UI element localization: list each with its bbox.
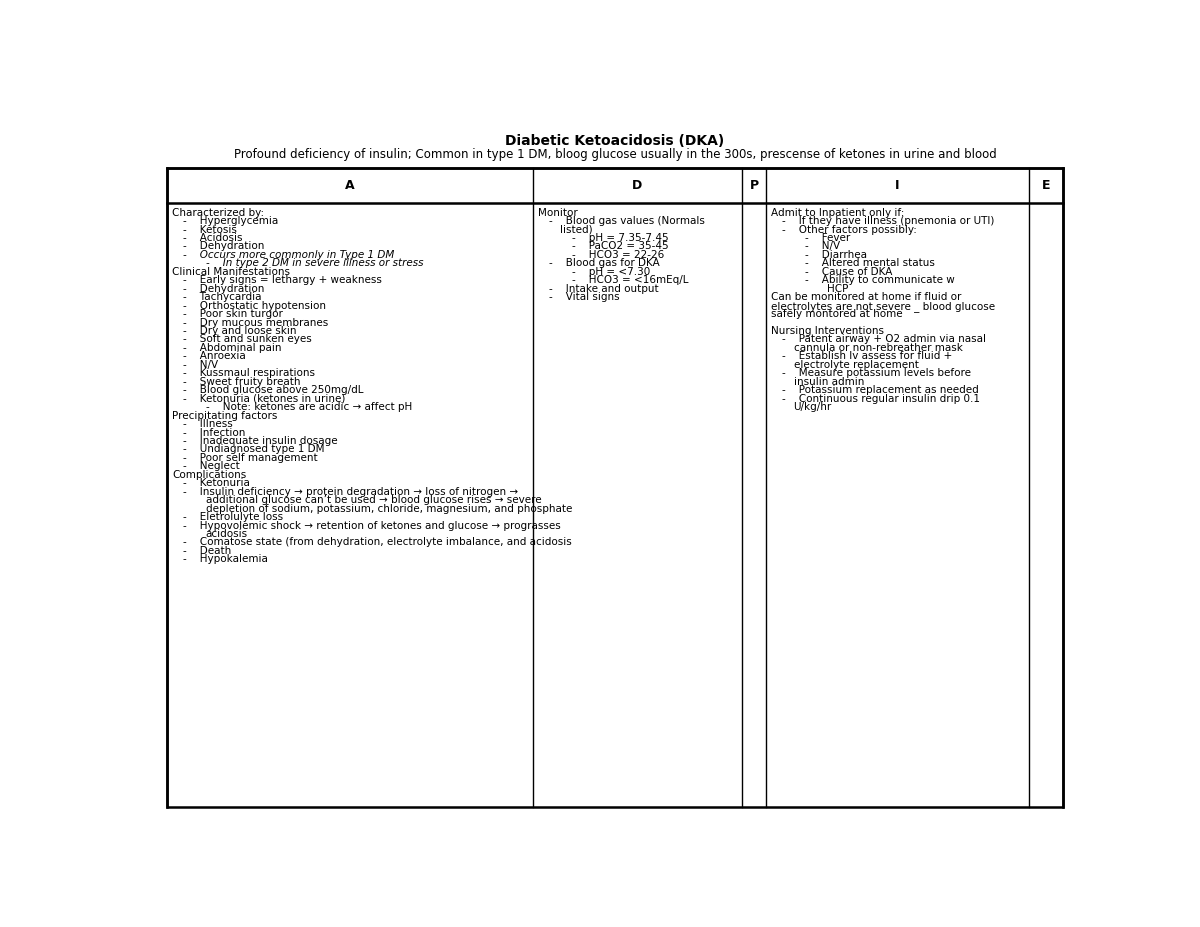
Text: -    Dry and loose skin: - Dry and loose skin bbox=[184, 326, 296, 336]
Text: -    pH = 7.35-7.45: - pH = 7.35-7.45 bbox=[571, 233, 668, 243]
Text: -    Orthostatic hypotension: - Orthostatic hypotension bbox=[184, 300, 326, 311]
Text: -    Sweet fruity breath: - Sweet fruity breath bbox=[184, 376, 301, 387]
Text: -    Establish Iv assess for fluid +: - Establish Iv assess for fluid + bbox=[782, 351, 953, 362]
Text: electrolytes are not severe _ blood glucose: electrolytes are not severe _ blood gluc… bbox=[772, 300, 995, 311]
Text: -    If they have illness (pnemonia or UTI): - If they have illness (pnemonia or UTI) bbox=[782, 216, 995, 226]
Text: -    Other factors possibly:: - Other factors possibly: bbox=[782, 224, 917, 235]
Text: -    Dehydration: - Dehydration bbox=[184, 241, 265, 251]
Text: -    Poor self management: - Poor self management bbox=[184, 453, 318, 463]
Text: -    HCO3 = 22-26: - HCO3 = 22-26 bbox=[571, 250, 664, 260]
Text: Profound deficiency of insulin; Common in type 1 DM, bloog glucose usually in th: Profound deficiency of insulin; Common i… bbox=[234, 148, 996, 161]
Text: -    In type 2 DM in severe illness or stress: - In type 2 DM in severe illness or stre… bbox=[206, 259, 424, 268]
Text: additional glucose can’t be used → blood glucose rises → severe: additional glucose can’t be used → blood… bbox=[206, 495, 541, 505]
Text: -    Hypovolemic shock → retention of ketones and glucose → prograsses: - Hypovolemic shock → retention of keton… bbox=[184, 521, 562, 530]
Text: cannula or non-rebreather mask: cannula or non-rebreather mask bbox=[793, 343, 962, 353]
Text: -    Death: - Death bbox=[184, 546, 232, 556]
Text: I: I bbox=[895, 179, 900, 192]
Text: Monitor: Monitor bbox=[538, 208, 578, 218]
Text: -    Ability to communicate w: - Ability to communicate w bbox=[805, 275, 954, 286]
Text: electrolyte replacement: electrolyte replacement bbox=[793, 360, 918, 370]
Text: Characterized by:: Characterized by: bbox=[173, 208, 264, 218]
Text: -    Ketonuria: - Ketonuria bbox=[184, 478, 251, 489]
Text: safely montored at home: safely montored at home bbox=[772, 309, 902, 319]
Text: Precipitating factors: Precipitating factors bbox=[173, 411, 277, 421]
Text: depletion of sodium, potassium, chloride, magnesium, and phosphate: depletion of sodium, potassium, chloride… bbox=[206, 503, 572, 514]
Text: -    Poor skin turgor: - Poor skin turgor bbox=[184, 309, 283, 319]
Text: -    Blood glucose above 250mg/dL: - Blood glucose above 250mg/dL bbox=[184, 386, 364, 395]
Text: -    Early signs = lethargy + weakness: - Early signs = lethargy + weakness bbox=[184, 275, 383, 286]
Text: -    Hypokalemia: - Hypokalemia bbox=[184, 554, 269, 565]
Text: listed): listed) bbox=[560, 224, 593, 235]
Text: -    Insulin deficiency → protein degradation → loss of nitrogen →: - Insulin deficiency → protein degradati… bbox=[184, 487, 518, 497]
Text: -    N/V: - N/V bbox=[184, 360, 218, 370]
Text: -    Soft and sunken eyes: - Soft and sunken eyes bbox=[184, 335, 312, 345]
Text: Complications: Complications bbox=[173, 470, 246, 480]
Text: -    Blood gas for DKA: - Blood gas for DKA bbox=[550, 259, 660, 268]
Text: U/kg/hr: U/kg/hr bbox=[793, 402, 832, 413]
Text: -    Dehydration: - Dehydration bbox=[184, 284, 265, 294]
Text: -    Measure potassium levels before: - Measure potassium levels before bbox=[782, 368, 971, 378]
Text: -    pH = <7.30: - pH = <7.30 bbox=[571, 267, 650, 277]
Text: -    Acidosis: - Acidosis bbox=[184, 233, 242, 243]
Text: A: A bbox=[344, 179, 354, 192]
Text: Diabetic Ketoacidosis (DKA): Diabetic Ketoacidosis (DKA) bbox=[505, 134, 725, 148]
Text: -    Fever: - Fever bbox=[805, 233, 850, 243]
Text: -    Infection: - Infection bbox=[184, 427, 246, 438]
Text: -    Dry mucous membranes: - Dry mucous membranes bbox=[184, 318, 329, 327]
Text: -    Vital signs: - Vital signs bbox=[550, 292, 620, 302]
Text: -    Neglect: - Neglect bbox=[184, 462, 240, 471]
Text: -    Diarrhea: - Diarrhea bbox=[805, 250, 866, 260]
Bar bbox=[167, 169, 1063, 807]
Text: -    Hyperglycemia: - Hyperglycemia bbox=[184, 216, 278, 226]
Text: -    Potassium replacement as needed: - Potassium replacement as needed bbox=[782, 386, 979, 395]
Text: HCP: HCP bbox=[827, 284, 848, 294]
Text: acidosis: acidosis bbox=[206, 529, 248, 539]
Text: Nursing Interventions: Nursing Interventions bbox=[772, 326, 884, 336]
Text: -    PaCO2 = 35-45: - PaCO2 = 35-45 bbox=[571, 241, 668, 251]
Text: -    Undiagnosed type 1 DM: - Undiagnosed type 1 DM bbox=[184, 444, 325, 454]
Text: Clinical Manifestations: Clinical Manifestations bbox=[173, 267, 290, 277]
Text: P: P bbox=[749, 179, 758, 192]
Text: insulin admin: insulin admin bbox=[793, 376, 864, 387]
Text: E: E bbox=[1042, 179, 1050, 192]
Text: -    Note: ketones are acidic → affect pH: - Note: ketones are acidic → affect pH bbox=[206, 402, 412, 413]
Text: -    Comatose state (from dehydration, electrolyte imbalance, and acidosis: - Comatose state (from dehydration, elec… bbox=[184, 538, 572, 548]
Text: -    Altered mental status: - Altered mental status bbox=[805, 259, 935, 268]
Text: -    Anroexia: - Anroexia bbox=[184, 351, 246, 362]
Text: -    Ketosis: - Ketosis bbox=[184, 224, 238, 235]
Text: -    Occurs more commonly in Type 1 DM: - Occurs more commonly in Type 1 DM bbox=[184, 250, 395, 260]
Text: -    N/V: - N/V bbox=[805, 241, 840, 251]
Text: Can be monitored at home if fluid or: Can be monitored at home if fluid or bbox=[772, 292, 961, 302]
Text: -    Kussmaul respirations: - Kussmaul respirations bbox=[184, 368, 316, 378]
Text: -    Ketonuria (ketones in urine): - Ketonuria (ketones in urine) bbox=[184, 394, 346, 403]
Text: -    Intake and output: - Intake and output bbox=[550, 284, 659, 294]
Text: -    Continuous regular insulin drip 0.1: - Continuous regular insulin drip 0.1 bbox=[782, 394, 980, 403]
Text: -    Abdominal pain: - Abdominal pain bbox=[184, 343, 282, 353]
Text: -    Blood gas values (Normals: - Blood gas values (Normals bbox=[550, 216, 706, 226]
Text: -    Patent airway + O2 admin via nasal: - Patent airway + O2 admin via nasal bbox=[782, 335, 986, 345]
Text: -    Inadequate insulin dosage: - Inadequate insulin dosage bbox=[184, 436, 338, 446]
Text: -    Eletrolulyte loss: - Eletrolulyte loss bbox=[184, 512, 283, 522]
Text: -    HCO3 = <16mEq/L: - HCO3 = <16mEq/L bbox=[571, 275, 688, 286]
Text: -    Cause of DKA: - Cause of DKA bbox=[805, 267, 892, 277]
Text: -    Illness: - Illness bbox=[184, 419, 233, 429]
Text: D: D bbox=[632, 179, 642, 192]
Text: -    Tachycardia: - Tachycardia bbox=[184, 292, 262, 302]
Text: Admit to Inpatient only if:: Admit to Inpatient only if: bbox=[772, 208, 905, 218]
